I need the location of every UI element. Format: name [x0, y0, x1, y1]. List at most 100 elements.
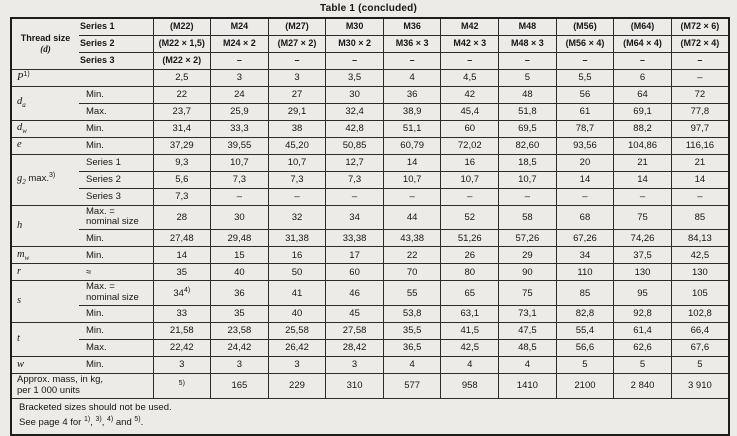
value-cell: 116,16: [670, 136, 730, 155]
thread-cell: M48 × 3: [498, 34, 557, 53]
value-cell: 82,8: [555, 305, 615, 324]
value-cell: 42,8: [325, 119, 384, 138]
value-cell: 33,3: [210, 119, 269, 138]
symbol-s: s: [17, 295, 22, 307]
value-cell: –: [440, 187, 500, 206]
value-cell: 14: [382, 153, 442, 172]
value-cell: 9,3: [152, 153, 212, 172]
thread-cell: M42 × 3: [440, 34, 500, 53]
row-s-max: s Max. = nominal size 344) 36 41 46 55 6…: [10, 280, 730, 324]
value-cell: 3: [325, 356, 384, 375]
value-cell: 5: [498, 68, 557, 87]
value-cell: 36,5: [382, 339, 442, 358]
limit-label-line1: Max. =: [86, 281, 115, 293]
thread-cell: M36 × 3: [382, 34, 442, 53]
value-cell: –: [210, 187, 269, 206]
value-cell: 75: [498, 280, 557, 307]
value-cell: 35,5: [382, 322, 442, 341]
thread-cell: –: [325, 51, 384, 70]
thread-cell: –: [498, 51, 557, 70]
value-cell: 1410: [498, 373, 557, 400]
value-cell: 55,4: [555, 322, 615, 341]
series-label: Series 2: [79, 170, 154, 189]
value-cell: 7,3: [152, 187, 212, 206]
value-cell: 45,4: [440, 102, 500, 121]
thread-cell: M30: [325, 17, 384, 36]
thread-cell: –: [440, 51, 500, 70]
value-cell: 92,8: [613, 305, 672, 324]
value-cell: 18,5: [498, 153, 557, 172]
thread-cell: M42: [440, 17, 500, 36]
thread-cell: –: [555, 51, 615, 70]
row-w: w Min. 3 3 3 3 4 4 4 5 5 5: [10, 356, 730, 375]
value-cell: –: [670, 187, 730, 206]
value-cell: –: [382, 187, 442, 206]
max-text: max.: [25, 173, 49, 185]
value-cell: 29,48: [210, 229, 269, 248]
value-cell: 63,1: [440, 305, 500, 324]
value-cell: 21,58: [152, 322, 212, 341]
value-cell: 29,1: [267, 102, 327, 121]
value-cell: 33,38: [325, 229, 384, 248]
series-2-row: Series 2 (M22 × 1,5) M24 × 2 (M27 × 2) M…: [11, 34, 730, 53]
value-cell: 78,7: [555, 119, 615, 138]
value-cell: 24,42: [210, 339, 269, 358]
row-mw: mw Min. 14 15 16 17 22 26 29 34 37,5 42,…: [10, 246, 730, 265]
value-cell: 60: [325, 263, 384, 282]
row-g2-series1: g2 max.3) Series 1 9,3 10,7 10,7 12,7 14…: [10, 153, 730, 206]
value-cell: –: [613, 187, 672, 206]
value-cell: 56: [555, 85, 615, 104]
value-cell: 32: [267, 204, 327, 231]
footnote-line2: See page 4 for 1), 3), 4) and 5).: [19, 415, 721, 430]
series-1-label: Series 1: [79, 17, 154, 36]
value-cell: 23,58: [210, 322, 269, 341]
value-cell: 7,3: [325, 170, 384, 189]
symbol-w: w: [17, 358, 25, 370]
value-cell: 26,42: [267, 339, 327, 358]
param-label-mw: mw: [10, 246, 79, 265]
value-cell: 3: [267, 356, 327, 375]
value-cell: 62,6: [613, 339, 672, 358]
param-label-r: r: [10, 263, 79, 282]
value-cell: 67,26: [555, 229, 615, 248]
value-cell: 52: [440, 204, 500, 231]
limit-label: Min.: [79, 229, 154, 248]
value-cell: 102,8: [670, 305, 730, 324]
limit-label: Min.: [79, 356, 154, 375]
thread-size-symbol: (d): [40, 43, 51, 54]
value-cell: 60: [440, 119, 500, 138]
value-cell: 22: [382, 246, 442, 265]
value-cell: 31,4: [152, 119, 212, 138]
mass-label-line2: per 1 000 units: [17, 385, 80, 397]
value-cell: 27: [267, 85, 327, 104]
limit-label: Min.: [79, 246, 154, 265]
thread-cell: (M56 × 4): [555, 34, 615, 53]
value-cell: 21: [613, 153, 672, 172]
value-cell: 104,86: [613, 136, 672, 155]
limit-label: Min.: [79, 136, 154, 155]
value-cell: 344): [152, 280, 212, 307]
value-cell: 14: [152, 246, 212, 265]
param-label-dw: dw: [10, 119, 79, 138]
value-cell: 25,9: [210, 102, 269, 121]
row-s-min: Min. 33 35 40 45 53,8 63,1 73,1 82,8 92,…: [11, 305, 730, 324]
symbol-h: h: [17, 219, 23, 231]
row-h-min: Min. 27,48 29,48 31,38 33,38 43,38 51,26…: [11, 229, 730, 248]
value-cell: 40: [267, 305, 327, 324]
value-cell: 51,26: [440, 229, 500, 248]
value-cell: 577: [382, 373, 442, 400]
value-cell: 47,5: [498, 322, 557, 341]
value-cell: 38: [267, 119, 327, 138]
value-cell: 4: [440, 356, 500, 375]
value-cell: 37,5: [613, 246, 672, 265]
value-cell: 46: [325, 280, 384, 307]
value-cell: 3: [267, 68, 327, 87]
limit-label: Max.: [79, 102, 154, 121]
param-label-g2: g2 max.3): [10, 153, 79, 206]
value-cell: 12,7: [325, 153, 384, 172]
thread-cell: M48: [498, 17, 557, 36]
value-cell: 37,29: [152, 136, 212, 155]
limit-label-line1: Max. =: [86, 205, 115, 217]
value-cell: 5): [152, 373, 212, 400]
mass-label-line1: Approx. mass, in kg,: [17, 374, 104, 386]
